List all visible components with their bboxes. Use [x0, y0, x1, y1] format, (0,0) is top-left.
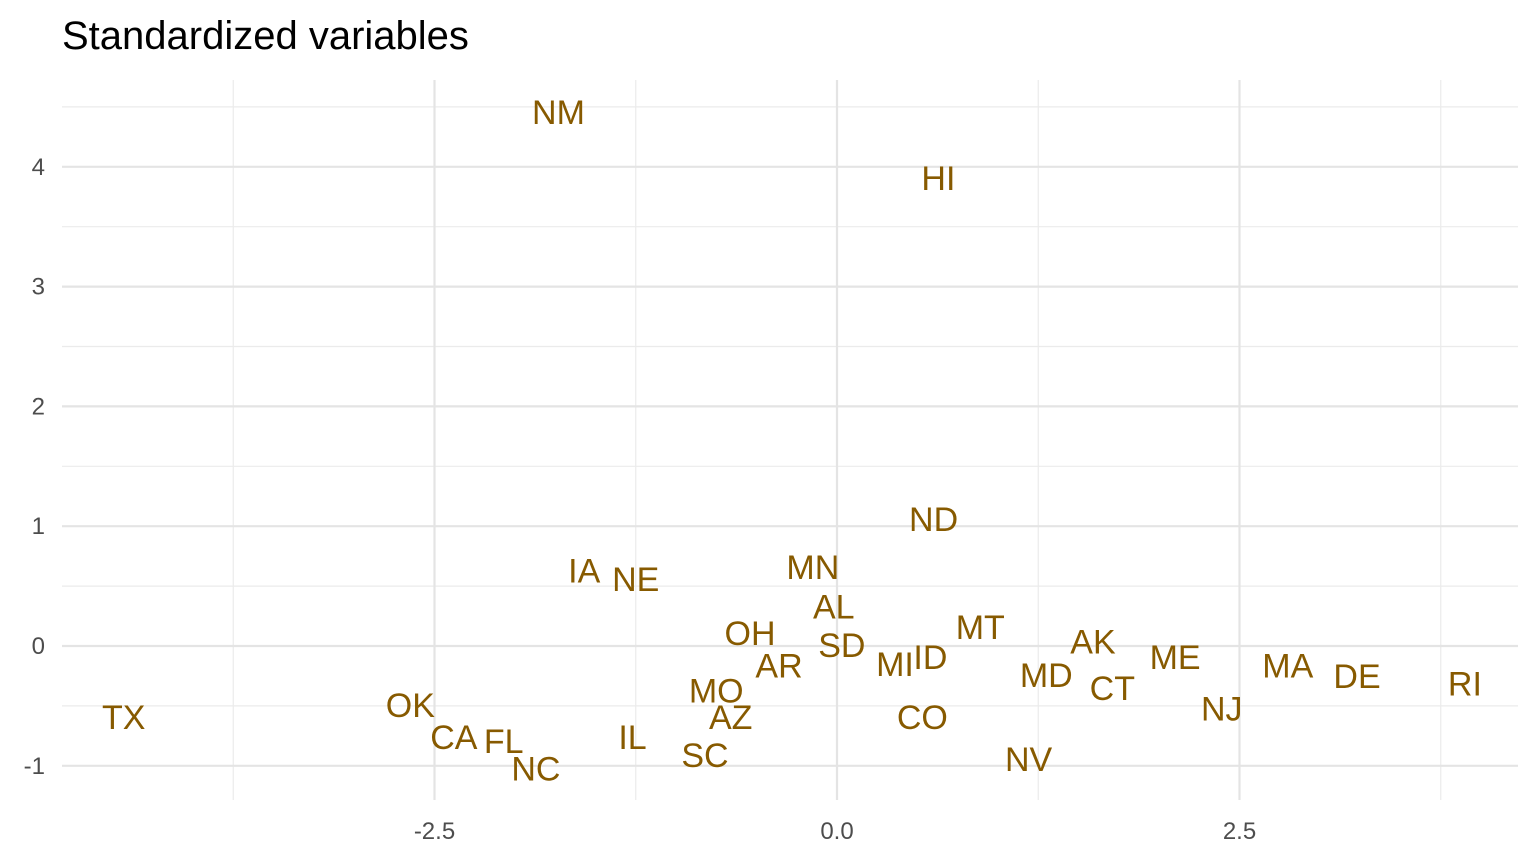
point-label-nm: NM [532, 94, 585, 132]
point-label-mn: MN [786, 549, 839, 587]
point-label-mi: MI [876, 646, 914, 684]
y-tick-label: 4 [32, 154, 45, 181]
point-label-ok: OK [386, 687, 435, 725]
point-label-il: IL [618, 719, 646, 757]
y-tick-label: 0 [32, 633, 45, 660]
point-label-sc: SC [681, 737, 728, 775]
point-label-fl: FL [484, 723, 524, 761]
major-gridlines [62, 80, 1518, 800]
point-label-co: CO [897, 699, 948, 737]
point-label-ct: CT [1090, 670, 1135, 708]
point-label-ia: IA [568, 553, 600, 591]
point-label-al: AL [813, 589, 855, 627]
point-label-tx: TX [102, 699, 145, 737]
point-label-oh: OH [725, 615, 776, 653]
point-label-ma: MA [1262, 647, 1313, 685]
point-label-me: ME [1150, 639, 1201, 677]
point-label-mo: MO [689, 673, 744, 711]
x-tick-label: -2.5 [414, 818, 455, 845]
point-label-sd: SD [818, 627, 865, 665]
minor-gridlines [62, 80, 1518, 800]
point-label-ri: RI [1448, 665, 1482, 703]
point-label-ca: CA [430, 719, 478, 757]
chart-title: Standardized variables [62, 14, 469, 58]
point-label-id: ID [913, 639, 947, 677]
point-label-az: AZ [709, 699, 752, 737]
point-label-nd: ND [909, 501, 958, 539]
y-tick-label: -1 [24, 753, 45, 780]
point-label-nc: NC [511, 750, 560, 788]
y-tick-label: 1 [32, 513, 45, 540]
y-tick-label: 2 [32, 393, 45, 420]
point-label-de: DE [1333, 658, 1380, 696]
point-label-ne: NE [612, 561, 659, 599]
point-label-nj: NJ [1201, 690, 1243, 728]
point-label-mt: MT [956, 609, 1005, 647]
point-label-ak: AK [1070, 623, 1116, 661]
point-label-hi: HI [921, 160, 955, 198]
x-tick-label: 0.0 [820, 818, 853, 845]
y-tick-label: 3 [32, 274, 45, 301]
point-label-md: MD [1020, 657, 1073, 695]
axis-tick-labels: -2.5 0.0 2.5 -1 0 1 2 3 4 [24, 154, 1257, 845]
x-tick-label: 2.5 [1223, 818, 1256, 845]
point-label-nv: NV [1005, 741, 1053, 779]
point-label-ar: AR [755, 647, 802, 685]
